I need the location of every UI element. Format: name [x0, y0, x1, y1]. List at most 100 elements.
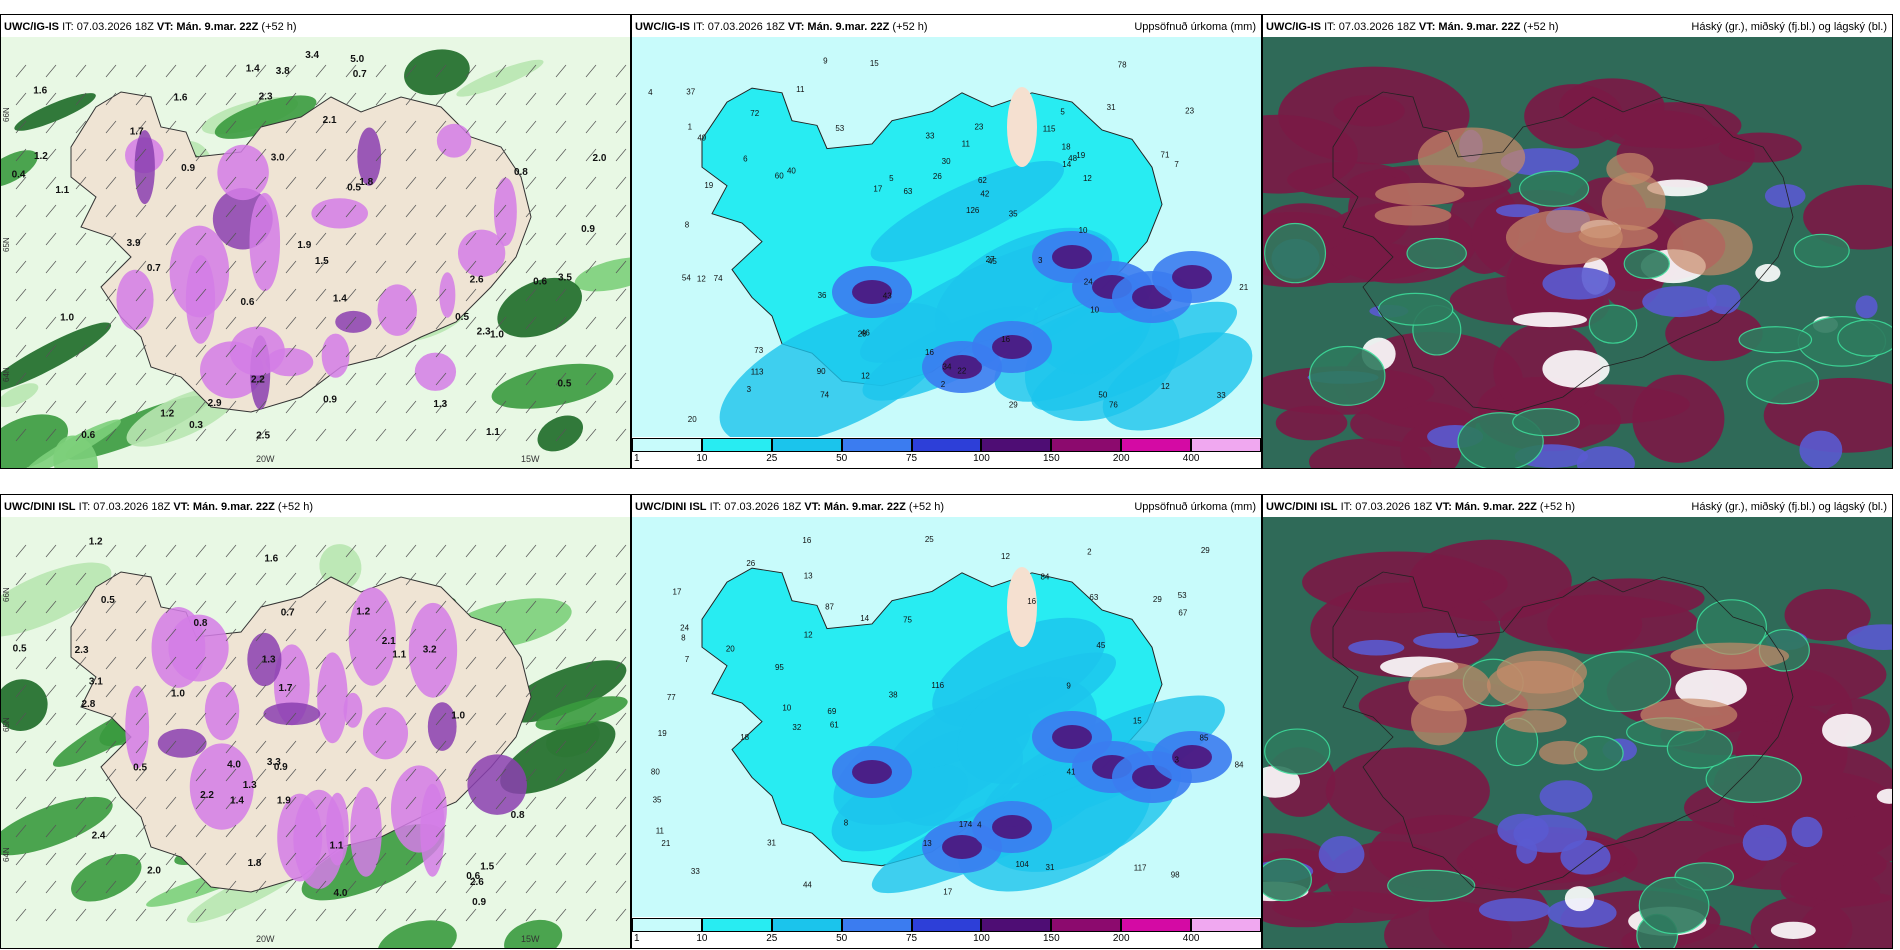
wind-barb — [495, 372, 507, 386]
wind-barb — [615, 428, 627, 442]
low-cloud-area — [1518, 170, 1590, 207]
wind-barb — [435, 316, 447, 330]
wind-barb — [285, 428, 297, 442]
wind-barb — [15, 288, 27, 302]
precip-value-label: 104 — [1015, 860, 1029, 869]
mid-cloud-area — [1539, 780, 1593, 813]
wind-barb — [345, 628, 357, 642]
wind-barb — [465, 656, 477, 670]
wind-barb — [495, 92, 507, 106]
wind-value-label: 3.9 — [127, 238, 141, 249]
low-cloud-area — [1377, 292, 1454, 326]
wind-barb — [555, 880, 567, 894]
wind-barb — [345, 148, 357, 162]
wind-barb — [495, 64, 507, 78]
legend-swatch — [841, 918, 912, 932]
wind-barb — [225, 148, 237, 162]
wind-barb — [225, 428, 237, 442]
wind-barb — [555, 204, 567, 218]
precip-value-label: 48 — [1068, 154, 1077, 163]
thin-cloud-area — [1374, 205, 1452, 226]
precip-max — [852, 280, 892, 304]
wind-barb — [135, 148, 147, 162]
wind-barb — [525, 204, 537, 218]
wind-barb — [105, 712, 117, 726]
wind-barb — [435, 600, 447, 614]
wind-barb — [105, 148, 117, 162]
precip-band — [831, 763, 968, 852]
wind-value-label: 0.6 — [81, 430, 95, 441]
wind-barb — [375, 544, 387, 558]
wind-barb — [225, 572, 237, 586]
legend-tick-label: 10 — [696, 453, 708, 464]
wind-band — [25, 419, 121, 468]
precip-value-label: 84 — [1040, 573, 1049, 582]
wind-barb — [375, 656, 387, 670]
precip-value-label: 115 — [1043, 124, 1056, 133]
wind-barb — [105, 572, 117, 586]
wind-value-label: 2.6 — [470, 275, 484, 286]
precip-value-label: 76 — [1109, 401, 1118, 410]
wind-barb — [555, 148, 567, 162]
wind-barb — [165, 572, 177, 586]
wind-barb — [225, 176, 237, 190]
wind-barb — [135, 656, 147, 670]
wind-barb — [615, 288, 627, 302]
low-cloud-area — [1738, 326, 1813, 354]
legend-tick-label: 200 — [1112, 933, 1130, 944]
iceland-coastline — [70, 91, 532, 413]
wind-barb — [315, 600, 327, 614]
wind-barb — [255, 768, 267, 782]
wind-barb — [585, 260, 597, 274]
wind-barb — [195, 656, 207, 670]
wind-barb — [225, 796, 237, 810]
wind-band — [504, 919, 563, 948]
wind-barb — [135, 684, 147, 698]
low-cloud-area — [1588, 304, 1638, 344]
precip-value-label: 13 — [804, 571, 813, 580]
precip-value-label: 16 — [802, 536, 811, 545]
wind-barb — [375, 880, 387, 894]
precip-value-label: 73 — [754, 346, 763, 355]
precip-value-label: 19 — [658, 729, 667, 738]
wind-band — [537, 415, 584, 452]
wind-core — [293, 789, 345, 889]
precip-value-label: 87 — [825, 603, 834, 612]
wind-barb — [495, 712, 507, 726]
mid-cloud-area — [1495, 204, 1540, 218]
wind-barb — [135, 796, 147, 810]
wind-barb — [555, 684, 567, 698]
low-cloud-area — [1512, 407, 1580, 437]
wind-core — [116, 269, 154, 331]
panel-header: UWC/DINI ISL IT: 07.03.2026 18Z VT: Mán.… — [1266, 501, 1576, 513]
wind-barb — [555, 120, 567, 134]
panel-header: UWC/IG-IS IT: 07.03.2026 18Z VT: Mán. 9.… — [4, 21, 297, 33]
wind-barb — [555, 176, 567, 190]
mid-cloud-area — [1512, 312, 1587, 328]
wind-barb — [585, 64, 597, 78]
wind-barb — [615, 64, 627, 78]
wind-band — [14, 93, 96, 131]
wind-barb — [285, 344, 297, 358]
wind-barb — [75, 572, 87, 586]
precip-value-label: 50 — [1098, 390, 1107, 399]
wind-barb — [405, 400, 417, 414]
wind-barb — [195, 260, 207, 274]
precip-value-label: 8 — [844, 818, 849, 827]
wind-barb — [315, 260, 327, 274]
legend-swatch — [701, 918, 772, 932]
lon-label: 20W — [256, 934, 275, 944]
wind-barb — [255, 92, 267, 106]
high-cloud-area — [1263, 114, 1358, 194]
wind-band — [491, 363, 614, 409]
wind-barb — [405, 712, 417, 726]
precip-value-label: 53 — [835, 124, 844, 133]
wind-barb — [195, 400, 207, 414]
wind-barb — [15, 316, 27, 330]
wind-barb — [525, 684, 537, 698]
wind-band — [71, 853, 142, 902]
wind-barb — [465, 824, 477, 838]
wind-value-label: 5.0 — [350, 54, 364, 65]
wind-barb — [555, 600, 567, 614]
wind-barb — [225, 372, 237, 386]
